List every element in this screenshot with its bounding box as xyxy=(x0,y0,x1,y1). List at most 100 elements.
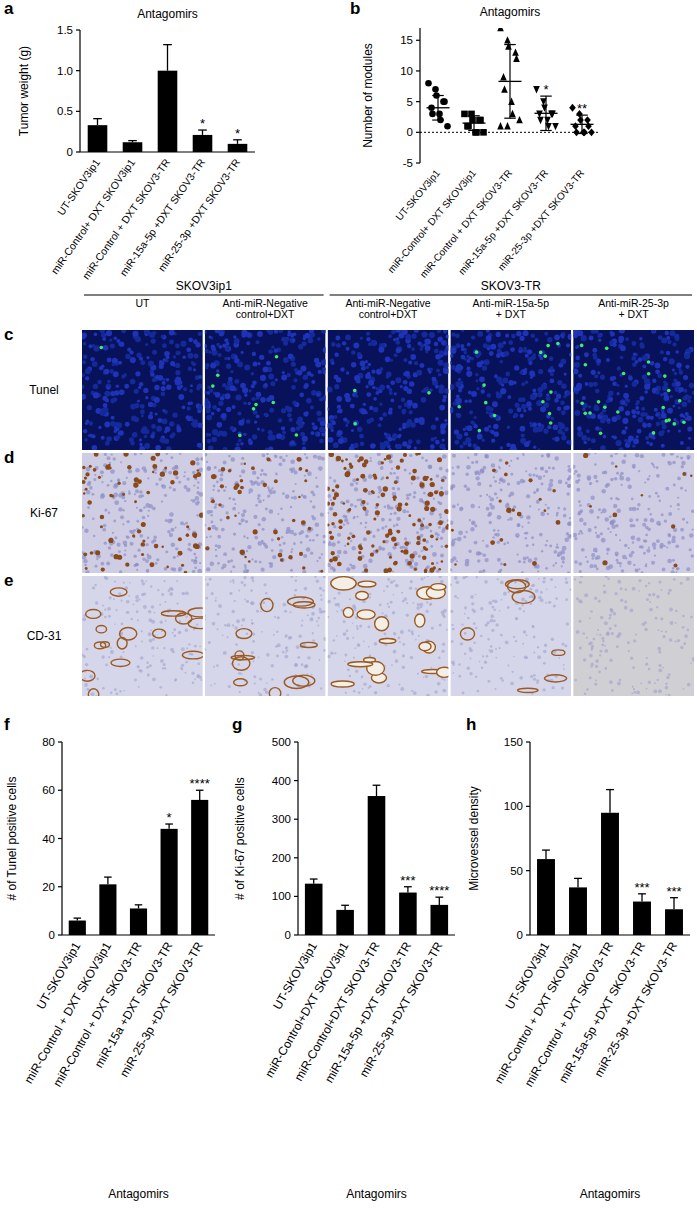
nucleus xyxy=(538,387,544,393)
nucleus xyxy=(546,396,551,401)
nucleus xyxy=(162,418,168,424)
nucleus xyxy=(661,413,667,419)
nucleus xyxy=(566,391,570,395)
nucleus xyxy=(93,392,99,398)
nucleus xyxy=(222,383,226,387)
tunel-dot xyxy=(622,372,626,376)
nucleus xyxy=(150,372,154,376)
nucleus xyxy=(107,380,111,384)
point xyxy=(588,128,595,136)
nucleus xyxy=(244,393,248,397)
nucleus xyxy=(234,355,238,359)
nucleus xyxy=(85,376,89,380)
nucleus xyxy=(225,393,230,398)
nucleus xyxy=(342,341,346,345)
nucleus xyxy=(145,559,149,563)
nucleus xyxy=(476,387,479,390)
nucleus xyxy=(681,401,687,407)
nucleus xyxy=(288,353,294,359)
nucleus xyxy=(169,339,174,344)
nucleus xyxy=(404,402,409,407)
nucleus xyxy=(196,514,199,517)
nucleus xyxy=(166,355,170,359)
ki67-dot xyxy=(100,515,105,520)
nucleus xyxy=(635,360,639,364)
nucleus xyxy=(655,363,661,369)
panel-letter: a xyxy=(4,0,14,18)
nucleus xyxy=(390,380,395,385)
nucleus xyxy=(193,339,198,344)
nucleus xyxy=(113,484,118,489)
nucleus xyxy=(477,331,483,337)
y-tick xyxy=(416,101,420,102)
nucleus xyxy=(246,550,248,552)
nucleus xyxy=(581,435,587,441)
nucleus xyxy=(214,506,217,509)
tunel-dot xyxy=(252,407,256,411)
nucleus xyxy=(137,549,140,552)
nucleus xyxy=(518,398,523,403)
nucleus xyxy=(187,353,193,359)
nucleus xyxy=(248,402,251,405)
nucleus xyxy=(443,367,446,370)
nucleus xyxy=(162,381,166,385)
nucleus xyxy=(112,363,115,366)
nucleus xyxy=(110,480,112,482)
nucleus xyxy=(148,510,150,512)
nucleus xyxy=(548,425,552,429)
nucleus xyxy=(195,502,199,506)
tunel-dot xyxy=(353,422,357,426)
nucleus xyxy=(152,350,157,355)
tunel-dot xyxy=(541,400,545,404)
nucleus xyxy=(96,558,98,560)
nucleus xyxy=(226,364,231,369)
y-tick-label: 0 xyxy=(49,929,55,941)
nucleus xyxy=(328,437,334,443)
nucleus xyxy=(528,361,532,365)
ki67-dot xyxy=(134,477,139,482)
nucleus xyxy=(121,375,125,379)
nucleus xyxy=(357,352,362,357)
point xyxy=(465,123,472,130)
error-bar xyxy=(135,905,143,909)
ki67-dot xyxy=(98,476,101,479)
nucleus xyxy=(290,427,295,432)
y-tick xyxy=(526,806,530,807)
nucleus xyxy=(368,380,374,386)
nucleus xyxy=(410,354,416,360)
nucleus xyxy=(685,365,689,369)
nucleus xyxy=(664,395,669,400)
y-tick-label: -5 xyxy=(403,157,413,169)
nucleus xyxy=(612,376,616,380)
nucleus xyxy=(523,330,529,336)
nucleus xyxy=(132,432,138,438)
nucleus xyxy=(625,337,629,341)
x-tick-label: miR-25-3p +DXT SKOV3-TR xyxy=(117,939,206,1079)
nucleus xyxy=(313,454,317,458)
point xyxy=(497,122,504,129)
nucleus xyxy=(195,556,198,559)
nucleus xyxy=(281,375,287,381)
nucleus xyxy=(223,447,228,450)
ki67-dot xyxy=(82,514,85,517)
nucleus xyxy=(170,528,174,532)
reference-line xyxy=(420,132,600,133)
nucleus xyxy=(82,373,85,377)
nucleus xyxy=(161,386,166,391)
nucleus xyxy=(625,385,628,388)
nucleus xyxy=(516,331,522,337)
nucleus xyxy=(290,440,295,445)
nucleus xyxy=(370,340,376,346)
bar xyxy=(161,829,178,935)
ki67-dot xyxy=(89,465,92,468)
error-stem xyxy=(107,877,108,884)
nucleus xyxy=(160,459,163,462)
nucleus xyxy=(159,361,164,366)
nucleus xyxy=(228,497,231,500)
y-axis-label: Tumor weight (g) xyxy=(17,46,31,136)
nucleus xyxy=(316,534,319,537)
nucleus xyxy=(253,362,258,367)
nucleus xyxy=(514,365,519,370)
tunel-dot xyxy=(238,434,242,438)
nucleus xyxy=(188,337,193,342)
